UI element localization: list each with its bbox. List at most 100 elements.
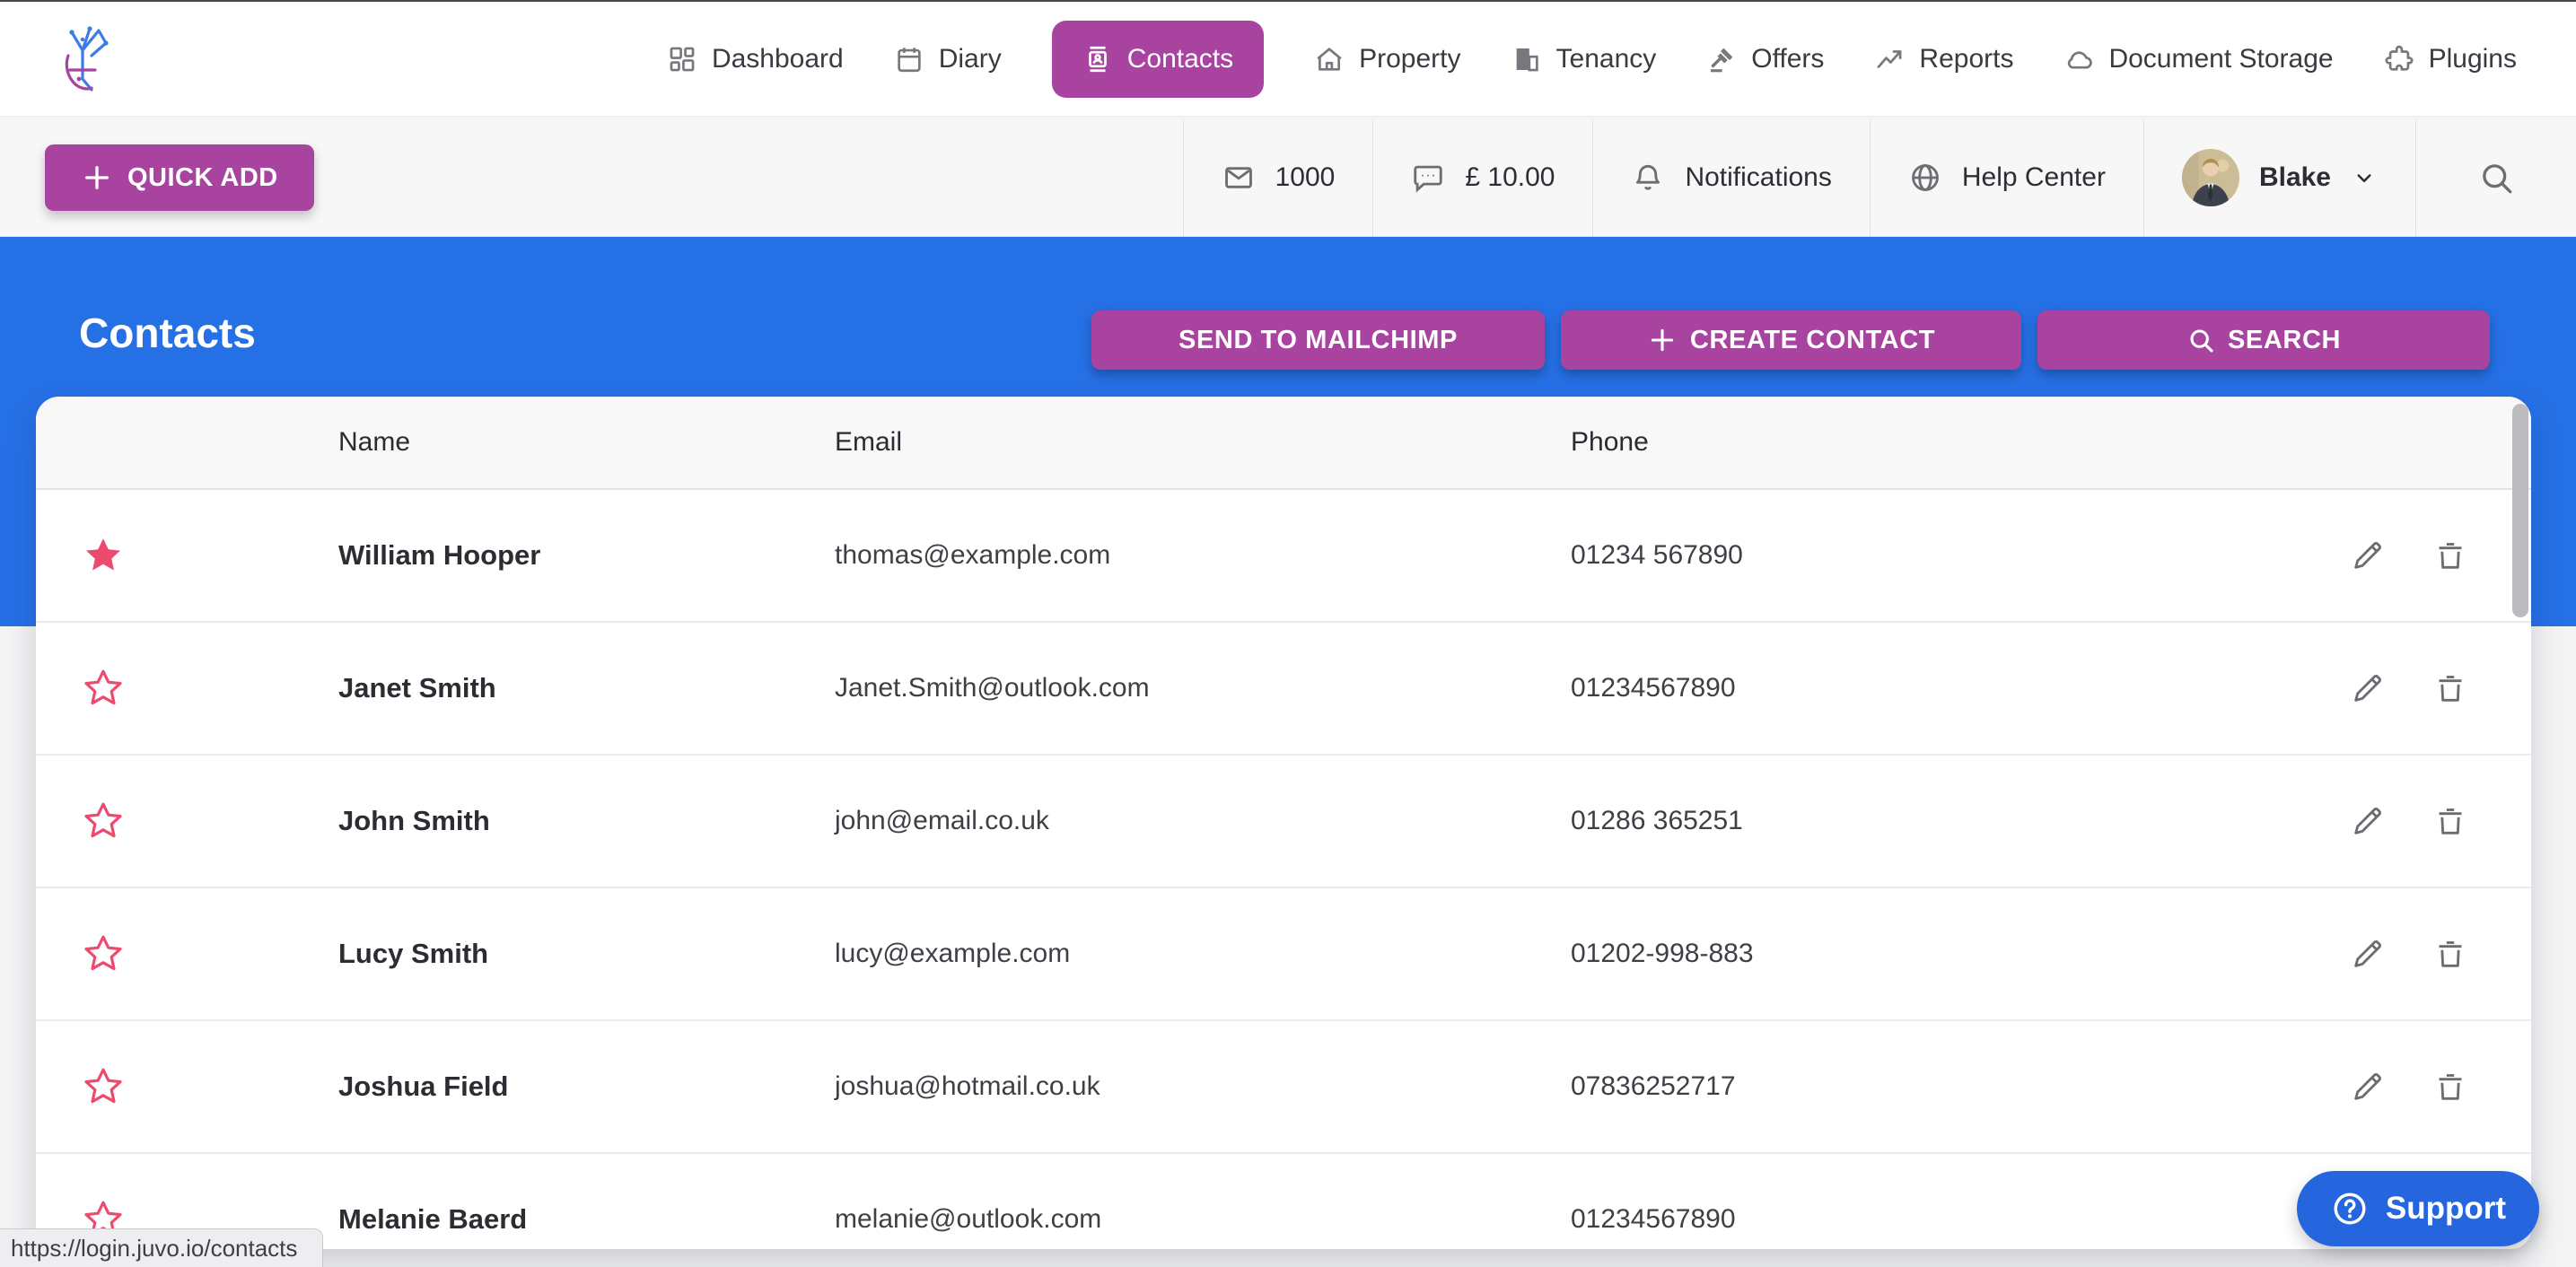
contact-phone: 01286 365251 (1571, 806, 1743, 835)
globe-icon (1908, 161, 1942, 195)
table-row[interactable]: Joshua Field joshua@hotmail.co.uk 078362… (36, 1021, 2531, 1154)
contact-email: thomas@example.com (835, 540, 1111, 570)
contacts-icon (1082, 44, 1113, 74)
calendar-icon (894, 44, 924, 74)
contact-name: William Hooper (338, 539, 541, 571)
phone-column-header: Phone (1571, 427, 1649, 457)
toolbar-right-group: 1000 £ 10.00 Notifications Help Center (1182, 119, 2576, 236)
user-name: Blake (2258, 162, 2331, 192)
mail-counter[interactable]: 1000 (1182, 119, 1373, 236)
global-search-button[interactable] (2415, 119, 2576, 236)
contacts-search-label: SEARCH (2227, 325, 2342, 354)
send-to-mailchimp-label: SEND TO MAILCHIMP (1178, 325, 1458, 354)
help-center-label: Help Center (1961, 162, 2106, 192)
table-scrollbar-thumb[interactable] (2512, 404, 2528, 617)
cloud-icon (2063, 44, 2094, 74)
contact-name: Joshua Field (338, 1070, 509, 1102)
star-icon-outline[interactable] (82, 1198, 125, 1241)
plus-icon (1647, 325, 1678, 355)
contact-email: lucy@example.com (835, 939, 1071, 968)
envelope-icon (1222, 161, 1256, 195)
avatar (2181, 149, 2239, 206)
table-row[interactable]: Janet Smith Janet.Smith@outlook.com 0123… (36, 623, 2531, 756)
email-column-header: Email (835, 427, 903, 457)
user-menu[interactable]: Blake (2142, 119, 2415, 236)
contact-name: Lucy Smith (338, 938, 489, 969)
name-column-header: Name (338, 427, 411, 457)
table-row[interactable]: Lucy Smith lucy@example.com 01202-998-88… (36, 888, 2531, 1021)
edit-icon[interactable] (2350, 537, 2386, 573)
contact-email: john@email.co.uk (835, 806, 1049, 835)
edit-icon[interactable] (2350, 1069, 2386, 1105)
notifications-label: Notifications (1685, 162, 1832, 192)
chevron-down-icon (2351, 164, 2378, 191)
delete-icon[interactable] (2432, 1069, 2468, 1105)
star-icon-filled[interactable] (82, 534, 125, 577)
nav-item-label: Contacts (1126, 43, 1234, 74)
table-row[interactable]: William Hooper thomas@example.com 01234 … (36, 490, 2531, 623)
star-icon-outline[interactable] (82, 932, 125, 975)
send-to-mailchimp-button[interactable]: SEND TO MAILCHIMP (1091, 310, 1545, 370)
nav-item-label: Offers (1751, 43, 1825, 74)
contact-phone: 07836252717 (1571, 1071, 1736, 1101)
juvo-logo-icon[interactable] (59, 22, 124, 97)
quick-add-button[interactable]: QUICK ADD (45, 144, 314, 211)
delete-icon[interactable] (2432, 670, 2468, 706)
nav-item-property[interactable]: Property (1314, 43, 1461, 74)
gavel-icon (1706, 44, 1737, 74)
nav-item-plugins[interactable]: Plugins (2384, 44, 2517, 74)
building-icon (1511, 44, 1542, 74)
search-icon (2186, 326, 2215, 354)
contact-phone: 01234 567890 (1571, 540, 1743, 570)
contact-name: Janet Smith (338, 672, 496, 703)
contact-phone: 01234567890 (1571, 1204, 1736, 1234)
contact-email: joshua@hotmail.co.uk (835, 1071, 1100, 1101)
sms-balance[interactable]: £ 10.00 (1372, 119, 1592, 236)
edit-icon[interactable] (2350, 803, 2386, 839)
nav-item-reports[interactable]: Reports (1874, 44, 2013, 74)
create-contact-button[interactable]: CREATE CONTACT (1561, 310, 2021, 370)
search-icon (2477, 159, 2515, 197)
delete-icon[interactable] (2432, 537, 2468, 573)
table-row[interactable]: Melanie Baerd melanie@outlook.com 012345… (36, 1154, 2531, 1249)
star-icon-outline[interactable] (82, 667, 125, 710)
nav-item-label: Plugins (2428, 43, 2517, 74)
contacts-search-button[interactable]: SEARCH (2037, 310, 2490, 370)
contacts-table-body: William Hooper thomas@example.com 01234 … (36, 490, 2531, 1249)
nav-item-label: Diary (938, 43, 1002, 74)
top-nav-bar: Dashboard Diary Contacts Property (0, 2, 2576, 117)
nav-item-diary[interactable]: Diary (894, 44, 1002, 74)
nav-item-tenancy[interactable]: Tenancy (1511, 44, 1656, 74)
contact-email: melanie@outlook.com (835, 1204, 1102, 1234)
help-center-button[interactable]: Help Center (1869, 119, 2143, 236)
nav-item-document-storage[interactable]: Document Storage (2063, 43, 2334, 74)
trending-up-icon (1874, 44, 1905, 74)
secondary-toolbar: QUICK ADD 1000 £ 10.00 Notifications (0, 119, 2576, 237)
star-icon-outline[interactable] (82, 800, 125, 843)
notifications-button[interactable]: Notifications (1592, 119, 1869, 236)
table-header-row: Name Email Phone (36, 397, 2531, 490)
contact-name: John Smith (338, 805, 490, 836)
nav-item-label: Reports (1919, 43, 2014, 74)
plus-icon (81, 162, 113, 194)
page-title: Contacts (79, 310, 256, 356)
mail-count: 1000 (1275, 162, 1336, 192)
support-button[interactable]: Support (2297, 1171, 2539, 1246)
nav-item-contacts[interactable]: Contacts (1051, 20, 1265, 98)
nav-item-label: Property (1359, 43, 1461, 74)
nav-item-label: Document Storage (2108, 43, 2334, 74)
nav-item-offers[interactable]: Offers (1706, 44, 1824, 74)
nav-item-dashboard[interactable]: Dashboard (667, 44, 844, 74)
edit-icon[interactable] (2350, 670, 2386, 706)
chat-bubble-icon (1411, 161, 1445, 195)
bell-icon (1631, 161, 1665, 195)
table-row[interactable]: John Smith john@email.co.uk 01286 365251 (36, 756, 2531, 888)
star-icon-outline[interactable] (82, 1065, 125, 1108)
dashboard-icon (667, 44, 697, 74)
delete-icon[interactable] (2432, 803, 2468, 839)
home-icon (1314, 44, 1345, 74)
quick-add-label: QUICK ADD (127, 162, 278, 192)
edit-icon[interactable] (2350, 936, 2386, 972)
delete-icon[interactable] (2432, 936, 2468, 972)
